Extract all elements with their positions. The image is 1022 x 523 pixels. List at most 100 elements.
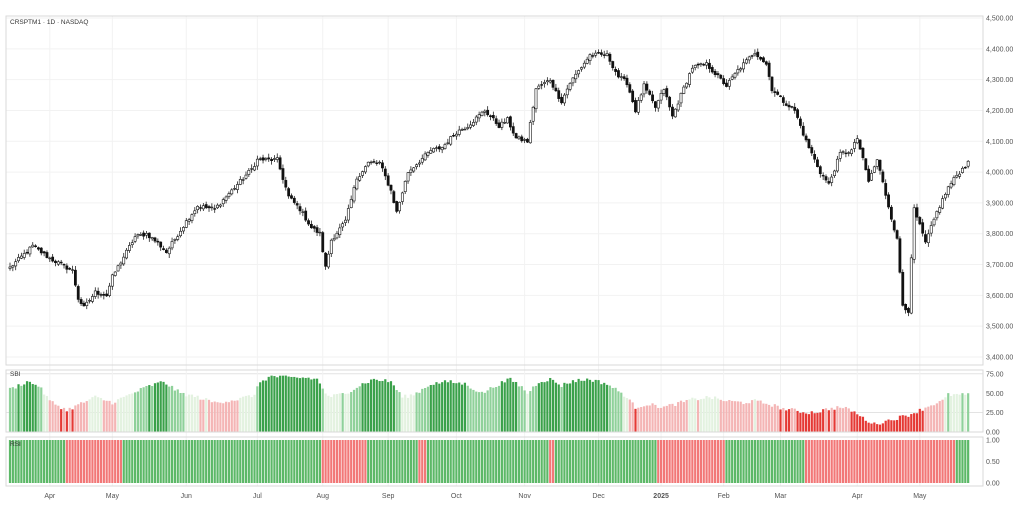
sbi-bar[interactable] — [384, 379, 387, 432]
sbi-bar[interactable] — [731, 400, 734, 432]
rsi-bar[interactable] — [256, 440, 259, 483]
sbi-bar[interactable] — [762, 403, 765, 432]
price-candle[interactable] — [270, 157, 273, 165]
rsi-bar[interactable] — [910, 440, 913, 483]
price-candle[interactable] — [68, 267, 72, 271]
price-candle[interactable] — [494, 115, 498, 126]
rsi-bar[interactable] — [176, 440, 179, 483]
sbi-bar[interactable] — [293, 376, 296, 432]
price-candle[interactable] — [39, 247, 43, 256]
price-candle[interactable] — [247, 167, 251, 177]
price-candle[interactable] — [855, 135, 859, 145]
sbi-bar[interactable] — [34, 384, 37, 432]
sbi-bar[interactable] — [378, 381, 381, 432]
rsi-bar[interactable] — [790, 440, 793, 483]
sbi-bar[interactable] — [65, 411, 68, 432]
sbi-bar[interactable] — [677, 402, 680, 432]
sbi-bar[interactable] — [261, 380, 265, 432]
sbi-bar[interactable] — [736, 401, 739, 432]
price-candle[interactable] — [887, 192, 890, 210]
rsi-bar[interactable] — [293, 440, 296, 483]
rsi-bar[interactable] — [74, 440, 77, 483]
rsi-bar[interactable] — [469, 440, 472, 483]
sbi-bar[interactable] — [193, 396, 196, 432]
price-candle[interactable] — [537, 83, 541, 90]
sbi-bar[interactable] — [304, 377, 307, 432]
price-candle[interactable] — [588, 53, 592, 65]
rsi-bar[interactable] — [736, 440, 739, 483]
rsi-bar[interactable] — [77, 440, 80, 483]
price-candle[interactable] — [705, 59, 708, 70]
price-candle[interactable] — [628, 82, 632, 94]
price-candle[interactable] — [361, 170, 364, 179]
sbi-bar[interactable] — [406, 397, 410, 432]
price-candle[interactable] — [608, 52, 612, 66]
rsi-bar[interactable] — [472, 440, 475, 483]
sbi-bar[interactable] — [725, 401, 728, 432]
price-candle[interactable] — [42, 250, 46, 257]
sbi-bar[interactable] — [14, 388, 17, 432]
rsi-bar[interactable] — [355, 440, 358, 483]
rsi-pane[interactable] — [8, 440, 970, 483]
sbi-bar[interactable] — [398, 392, 401, 432]
sbi-bar[interactable] — [586, 378, 589, 432]
rsi-bar[interactable] — [119, 440, 122, 483]
price-candle[interactable] — [472, 118, 475, 127]
price-candle[interactable] — [602, 50, 606, 59]
rsi-bar[interactable] — [836, 440, 839, 483]
rsi-bar[interactable] — [216, 440, 219, 483]
rsi-bar[interactable] — [611, 440, 614, 483]
price-candle[interactable] — [437, 144, 441, 153]
price-candle[interactable] — [685, 82, 689, 89]
price-candle[interactable] — [307, 218, 310, 226]
sbi-bar[interactable] — [290, 376, 293, 432]
rsi-bar[interactable] — [168, 440, 171, 483]
rsi-bar[interactable] — [85, 440, 88, 483]
rsi-bar[interactable] — [694, 440, 697, 483]
rsi-bar[interactable] — [512, 440, 515, 483]
rsi-bar[interactable] — [458, 440, 461, 483]
rsi-bar[interactable] — [335, 440, 339, 483]
sbi-bar[interactable] — [645, 405, 648, 432]
price-candle[interactable] — [770, 76, 774, 94]
rsi-bar[interactable] — [921, 440, 924, 483]
price-candle[interactable] — [423, 151, 427, 161]
rsi-bar[interactable] — [401, 440, 404, 483]
price-candle[interactable] — [622, 74, 626, 81]
price-candle[interactable] — [133, 233, 137, 244]
sbi-bar[interactable] — [941, 399, 944, 432]
sbi-bar[interactable] — [358, 386, 361, 432]
rsi-bar[interactable] — [230, 440, 233, 483]
sbi-bar[interactable] — [153, 383, 157, 432]
rsi-bar[interactable] — [276, 440, 279, 483]
sbi-bar[interactable] — [665, 405, 668, 432]
sbi-bar[interactable] — [429, 385, 432, 432]
price-candle[interactable] — [108, 282, 111, 298]
price-candle[interactable] — [935, 210, 939, 221]
rsi-bar[interactable] — [134, 440, 137, 483]
rsi-bar[interactable] — [833, 440, 836, 483]
sbi-bar[interactable] — [381, 380, 384, 432]
price-candle[interactable] — [853, 139, 856, 153]
sbi-bar[interactable] — [151, 386, 154, 432]
rsi-bar[interactable] — [904, 440, 907, 483]
rsi-bar[interactable] — [136, 440, 140, 483]
price-candle[interactable] — [560, 93, 563, 105]
price-candle[interactable] — [199, 204, 202, 212]
price-candle[interactable] — [164, 248, 168, 254]
sbi-bar[interactable] — [338, 393, 341, 432]
rsi-bar[interactable] — [429, 440, 432, 483]
price-candle[interactable] — [696, 62, 700, 69]
price-candle[interactable] — [597, 49, 600, 54]
sbi-bar[interactable] — [205, 398, 208, 432]
rsi-bar[interactable] — [884, 440, 887, 483]
sbi-bar[interactable] — [466, 385, 469, 432]
sbi-bar[interactable] — [369, 379, 373, 432]
sbi-bar[interactable] — [580, 380, 583, 432]
price-candle[interactable] — [955, 171, 959, 179]
sbi-bar[interactable] — [614, 387, 617, 432]
rsi-bar[interactable] — [497, 440, 501, 483]
rsi-bar[interactable] — [859, 440, 862, 483]
rsi-bar[interactable] — [435, 440, 438, 483]
sbi-bar[interactable] — [37, 386, 40, 432]
